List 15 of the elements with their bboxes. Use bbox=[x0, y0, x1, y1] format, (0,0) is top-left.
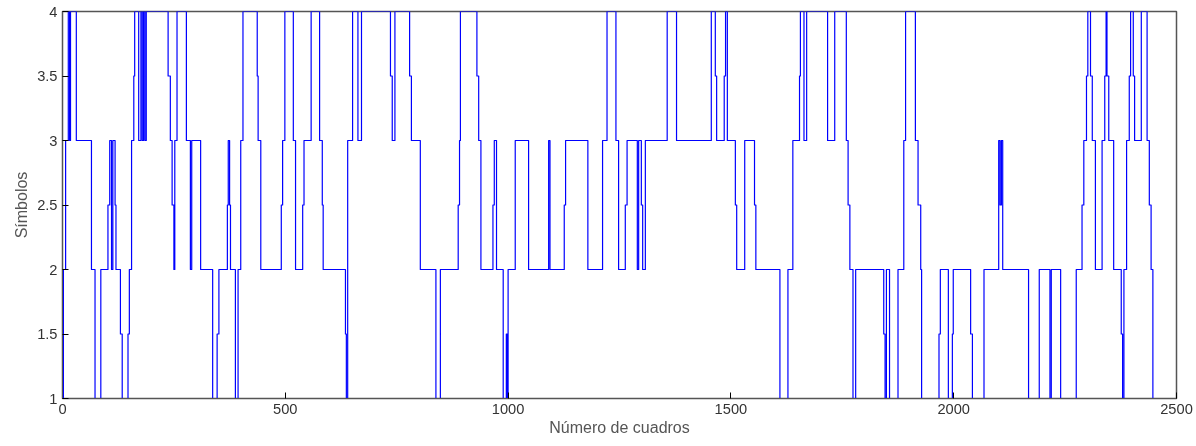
y-tick-label: 1 bbox=[49, 390, 58, 407]
y-tick-label: 2 bbox=[49, 261, 58, 278]
x-tick-label: 500 bbox=[273, 400, 298, 417]
x-tick-label: 2000 bbox=[937, 400, 971, 417]
y-tick-label: 2.5 bbox=[37, 197, 58, 213]
x-tick-label: 2500 bbox=[1160, 400, 1193, 417]
y-tick-label: 3 bbox=[49, 132, 58, 149]
x-axis-title: Número de cuadros bbox=[549, 418, 690, 436]
y-tick-label: 1.5 bbox=[37, 326, 58, 342]
x-tick-label: 1500 bbox=[714, 400, 748, 417]
x-tick-label: 0 bbox=[58, 400, 67, 417]
y-tick-label: 4 bbox=[49, 3, 58, 20]
y-axis-title: Símbolos bbox=[13, 171, 31, 239]
x-tick-label: 1000 bbox=[491, 400, 525, 417]
y-tick-label: 3.5 bbox=[37, 68, 58, 84]
